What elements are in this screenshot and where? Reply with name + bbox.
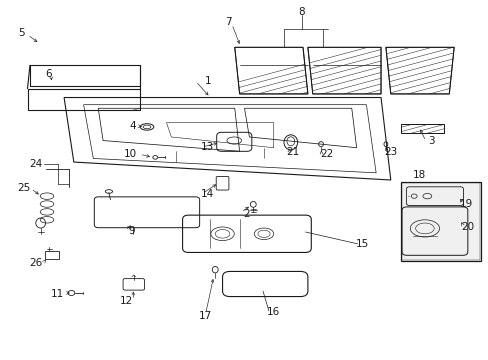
Text: 6: 6	[45, 69, 52, 79]
Text: 17: 17	[199, 311, 212, 321]
Text: 20: 20	[460, 222, 473, 231]
Text: 8: 8	[298, 7, 305, 17]
Bar	[44, 251, 59, 259]
Text: 1: 1	[204, 76, 211, 86]
Text: 22: 22	[319, 149, 332, 159]
Text: 15: 15	[355, 239, 368, 249]
Text: 23: 23	[384, 147, 397, 157]
Text: 25: 25	[18, 183, 31, 193]
Text: 18: 18	[411, 170, 425, 180]
Text: 10: 10	[123, 149, 136, 159]
Text: 3: 3	[427, 136, 434, 145]
Bar	[400, 182, 480, 261]
Text: 4: 4	[129, 121, 135, 131]
Text: 11: 11	[51, 289, 64, 299]
Text: 16: 16	[266, 307, 280, 317]
Text: 24: 24	[30, 159, 43, 169]
Text: 7: 7	[225, 17, 232, 27]
Text: 5: 5	[18, 28, 24, 38]
Text: 19: 19	[459, 199, 472, 210]
Text: 12: 12	[119, 296, 132, 306]
Text: 26: 26	[29, 258, 42, 268]
Text: 2: 2	[243, 209, 250, 219]
Bar	[401, 183, 479, 260]
Text: 21: 21	[286, 147, 299, 157]
Text: 13: 13	[201, 142, 214, 152]
Text: 14: 14	[201, 189, 214, 199]
Text: 9: 9	[128, 226, 134, 236]
